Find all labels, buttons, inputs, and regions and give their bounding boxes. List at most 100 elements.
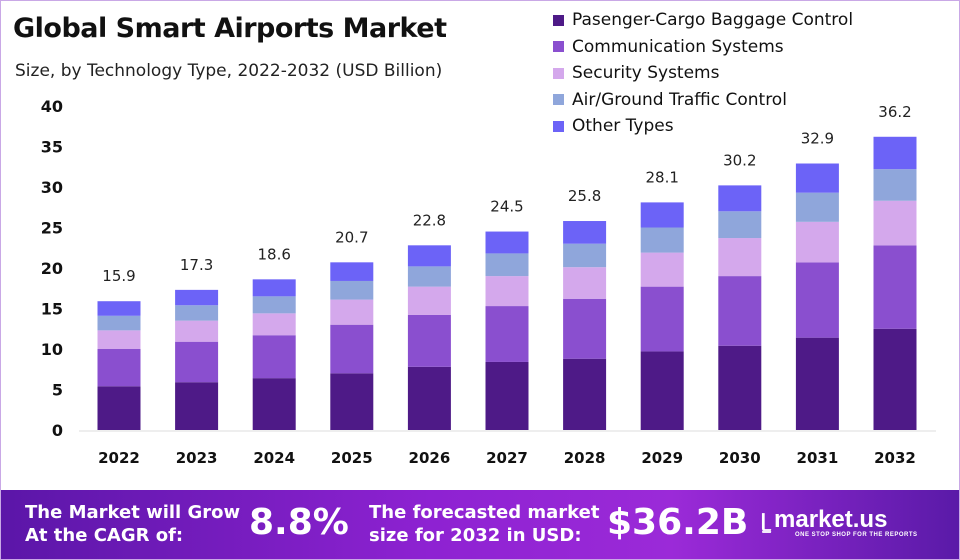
cagr-label-line: At the CAGR of: — [25, 525, 184, 546]
bar-segment-air-ground-traffic-control — [795, 192, 839, 222]
bar-segment-communication-systems — [175, 341, 219, 383]
chart-subtitle: Size, by Technology Type, 2022-2032 (USD… — [15, 61, 443, 81]
bar-segment-pasenger-cargo-baggage-control — [485, 361, 529, 430]
bar-segment-air-ground-traffic-control — [175, 305, 219, 321]
cagr-label: The Market will Grow At the CAGR of: — [25, 501, 240, 547]
total-label: 22.8 — [413, 211, 446, 229]
bar-segment-other-types — [175, 289, 219, 306]
legend-label: Air/Ground Traffic Control — [572, 89, 787, 110]
y-tick-label: 5 — [52, 381, 63, 400]
bar-segment-other-types — [640, 202, 684, 228]
bar-segment-security-systems — [795, 221, 839, 263]
bar-segment-air-ground-traffic-control — [485, 253, 529, 277]
bar-segment-air-ground-traffic-control — [563, 243, 607, 268]
bar-segment-air-ground-traffic-control — [330, 280, 374, 300]
bar-segment-pasenger-cargo-baggage-control — [97, 386, 141, 430]
total-label: 20.7 — [335, 228, 368, 246]
x-tick-label: 2025 — [331, 449, 373, 467]
bar-segment-communication-systems — [330, 324, 374, 374]
total-label: 36.2 — [878, 103, 911, 121]
logo-text: market.us — [774, 506, 888, 533]
bar-segment-other-types — [795, 163, 839, 193]
forecast-value: $36.2B — [607, 502, 749, 543]
bar-segment-security-systems — [252, 313, 296, 336]
bar-segment-pasenger-cargo-baggage-control — [640, 351, 684, 430]
bar-segment-air-ground-traffic-control — [718, 211, 762, 239]
summary-banner: The Market will Grow At the CAGR of: 8.8… — [1, 490, 959, 559]
stacked-bar-chart: 051015202530354015.9202217.3202318.62024… — [41, 97, 936, 467]
total-label: 24.5 — [490, 198, 523, 216]
legend-item: Communication Systems — [553, 34, 853, 61]
bar-segment-communication-systems — [718, 276, 762, 346]
x-tick-label: 2023 — [176, 449, 218, 467]
y-tick-label: 0 — [52, 421, 63, 440]
y-tick-label: 40 — [41, 97, 63, 116]
x-tick-label: 2031 — [797, 449, 839, 467]
bar-segment-security-systems — [640, 252, 684, 287]
total-label: 32.9 — [801, 130, 834, 148]
total-label: 18.6 — [257, 245, 290, 263]
x-tick-label: 2027 — [486, 449, 528, 467]
legend-swatch — [553, 120, 564, 132]
bar-segment-security-systems — [718, 238, 762, 277]
bar-segment-pasenger-cargo-baggage-control — [718, 345, 762, 430]
legend: Pasenger-Cargo Baggage Control Communicat… — [553, 7, 853, 140]
legend-swatch — [553, 41, 564, 53]
bar-segment-air-ground-traffic-control — [252, 296, 296, 314]
bar-segment-security-systems — [330, 299, 374, 325]
legend-item: Security Systems — [553, 60, 853, 87]
bar-segment-other-types — [330, 262, 374, 281]
total-label: 17.3 — [180, 256, 213, 274]
legend-item: Air/Ground Traffic Control — [553, 87, 853, 114]
legend-label: Pasenger-Cargo Baggage Control — [572, 10, 854, 31]
bar-segment-other-types — [873, 136, 917, 170]
bar-segment-security-systems — [485, 276, 529, 307]
bar-segment-communication-systems — [873, 245, 917, 329]
forecast-label-line: size for 2032 in USD: — [369, 525, 582, 546]
bar-segment-pasenger-cargo-baggage-control — [330, 373, 374, 430]
bar-segment-pasenger-cargo-baggage-control — [795, 337, 839, 430]
legend-item: Other Types — [553, 113, 853, 140]
bar-segment-other-types — [252, 279, 296, 297]
x-tick-label: 2022 — [98, 449, 140, 467]
legend-swatch — [553, 67, 564, 79]
legend-label: Security Systems — [572, 63, 720, 84]
x-tick-label: 2024 — [253, 449, 295, 467]
chart-title: Global Smart Airports Market — [13, 13, 447, 44]
logo-tagline: ONE STOP SHOP FOR THE REPORTS — [795, 532, 918, 538]
y-tick-label: 20 — [41, 259, 63, 278]
bar-segment-pasenger-cargo-baggage-control — [873, 328, 917, 430]
y-tick-label: 25 — [41, 219, 63, 238]
bar-segment-security-systems — [407, 286, 451, 315]
x-tick-label: 2028 — [564, 449, 606, 467]
x-tick-label: 2030 — [719, 449, 761, 467]
bar-segment-other-types — [485, 231, 529, 254]
forecast-label-line: The forecasted market — [369, 502, 600, 523]
bar-segment-air-ground-traffic-control — [640, 227, 684, 253]
bar-segment-communication-systems — [97, 349, 141, 387]
bar-segment-other-types — [407, 245, 451, 267]
bar-segment-communication-systems — [407, 314, 451, 367]
logo-icon: ᥧ — [761, 506, 767, 533]
y-tick-label: 35 — [41, 138, 63, 157]
bar-segment-other-types — [97, 301, 141, 316]
legend-label: Communication Systems — [572, 36, 784, 57]
cagr-value: 8.8% — [249, 502, 349, 543]
total-label: 15.9 — [102, 267, 135, 285]
market-us-logo: ᥧ market.us ONE STOP SHOP FOR THE REPORT… — [761, 506, 917, 538]
x-tick-label: 2026 — [409, 449, 451, 467]
x-tick-label: 2032 — [874, 449, 916, 467]
total-label: 30.2 — [723, 151, 756, 169]
bar-segment-other-types — [563, 221, 607, 244]
bar-segment-air-ground-traffic-control — [407, 266, 451, 287]
bar-segment-communication-systems — [485, 306, 529, 362]
bar-segment-air-ground-traffic-control — [873, 169, 917, 201]
legend-label: Other Types — [572, 116, 674, 137]
bar-segment-pasenger-cargo-baggage-control — [252, 378, 296, 430]
bar-segment-security-systems — [873, 200, 917, 246]
bar-segment-communication-systems — [252, 335, 296, 379]
y-tick-label: 30 — [41, 178, 63, 197]
y-tick-label: 15 — [41, 300, 63, 319]
bar-segment-air-ground-traffic-control — [97, 315, 141, 331]
